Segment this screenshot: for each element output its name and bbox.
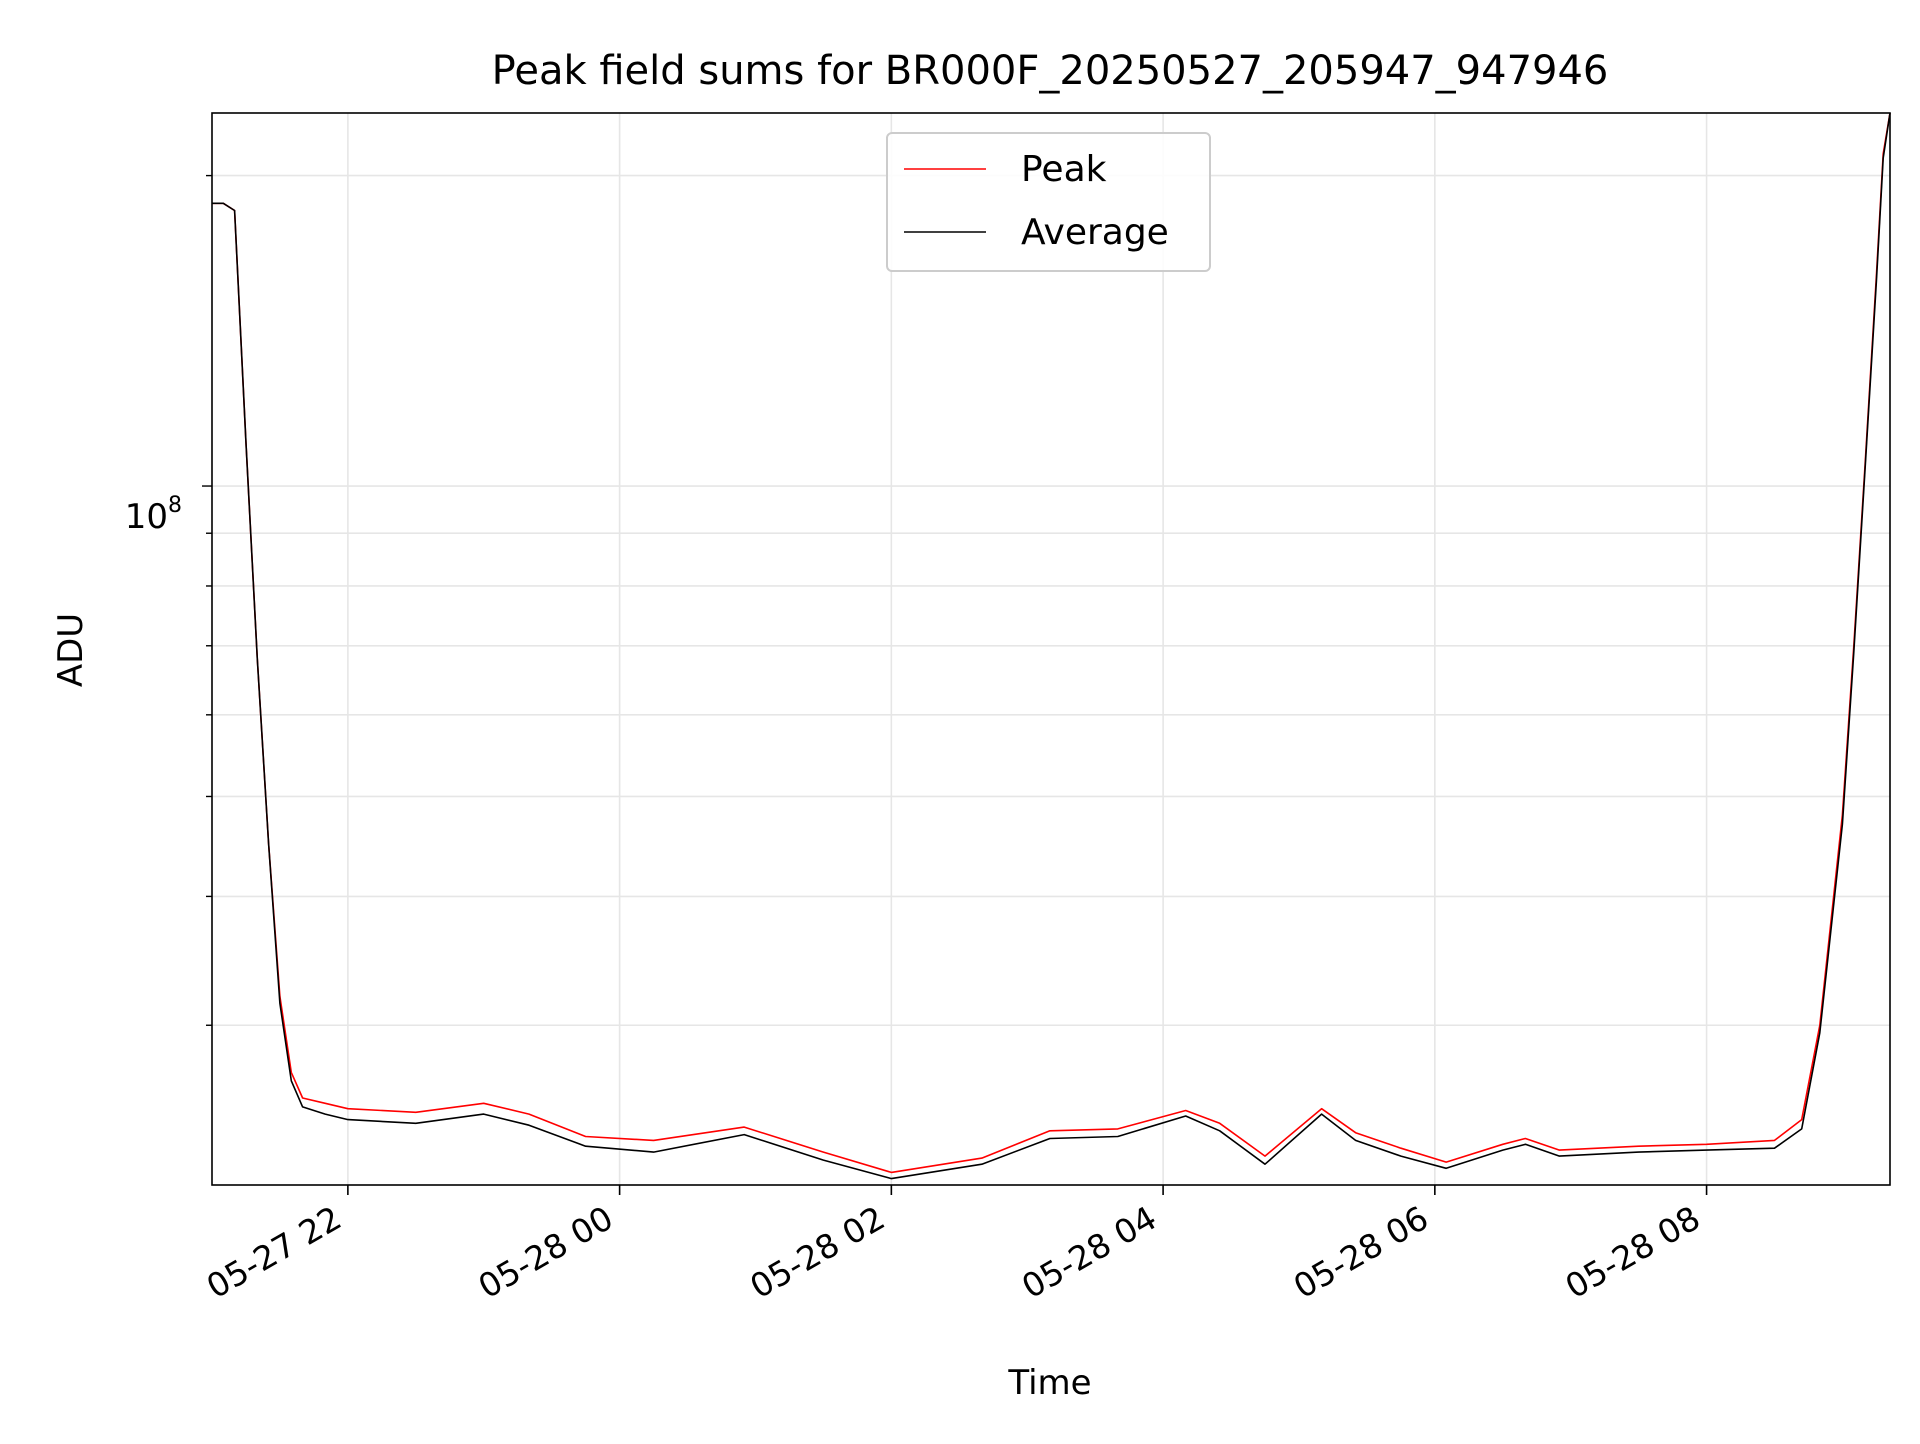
x-axis-label: Time xyxy=(1007,1363,1091,1403)
legend-label-peak: Peak xyxy=(1021,149,1107,190)
series-layer xyxy=(212,112,1891,1180)
y-axis-label: ADU xyxy=(51,613,91,687)
legend-box xyxy=(886,132,1211,272)
legend: Peak Average xyxy=(886,132,1211,272)
legend-label-average: Average xyxy=(1021,212,1169,253)
series-line-average xyxy=(212,112,1891,1180)
y-tick-label-1e8: 108 xyxy=(125,493,182,537)
series-line-peak xyxy=(212,112,1891,1174)
chart-title: Peak field sums for BR000F_20250527_2059… xyxy=(492,48,1609,94)
plot-frame xyxy=(211,112,1891,1186)
